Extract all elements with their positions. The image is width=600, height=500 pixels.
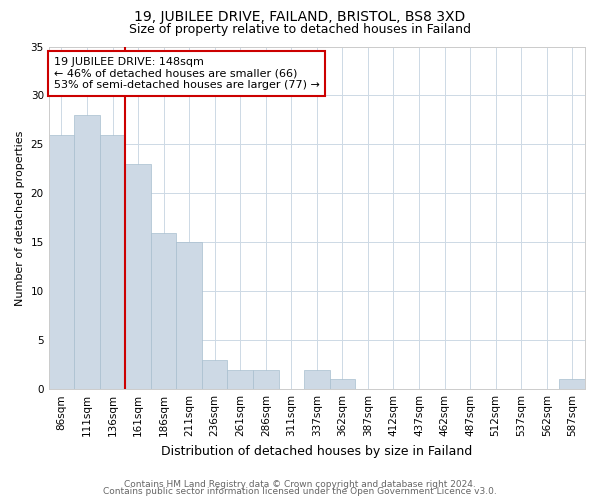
Bar: [559, 380, 585, 389]
Bar: [100, 134, 125, 389]
Bar: [176, 242, 202, 389]
Y-axis label: Number of detached properties: Number of detached properties: [15, 130, 25, 306]
Bar: [125, 164, 151, 389]
Text: Contains HM Land Registry data © Crown copyright and database right 2024.: Contains HM Land Registry data © Crown c…: [124, 480, 476, 489]
X-axis label: Distribution of detached houses by size in Failand: Distribution of detached houses by size …: [161, 444, 472, 458]
Text: Contains public sector information licensed under the Open Government Licence v3: Contains public sector information licen…: [103, 488, 497, 496]
Bar: [49, 134, 74, 389]
Bar: [253, 370, 278, 389]
Bar: [202, 360, 227, 389]
Text: Size of property relative to detached houses in Failand: Size of property relative to detached ho…: [129, 22, 471, 36]
Bar: [227, 370, 253, 389]
Text: 19, JUBILEE DRIVE, FAILAND, BRISTOL, BS8 3XD: 19, JUBILEE DRIVE, FAILAND, BRISTOL, BS8…: [134, 10, 466, 24]
Bar: [151, 232, 176, 389]
Text: 19 JUBILEE DRIVE: 148sqm
← 46% of detached houses are smaller (66)
53% of semi-d: 19 JUBILEE DRIVE: 148sqm ← 46% of detach…: [54, 57, 320, 90]
Bar: [329, 380, 355, 389]
Bar: [304, 370, 329, 389]
Bar: [74, 115, 100, 389]
